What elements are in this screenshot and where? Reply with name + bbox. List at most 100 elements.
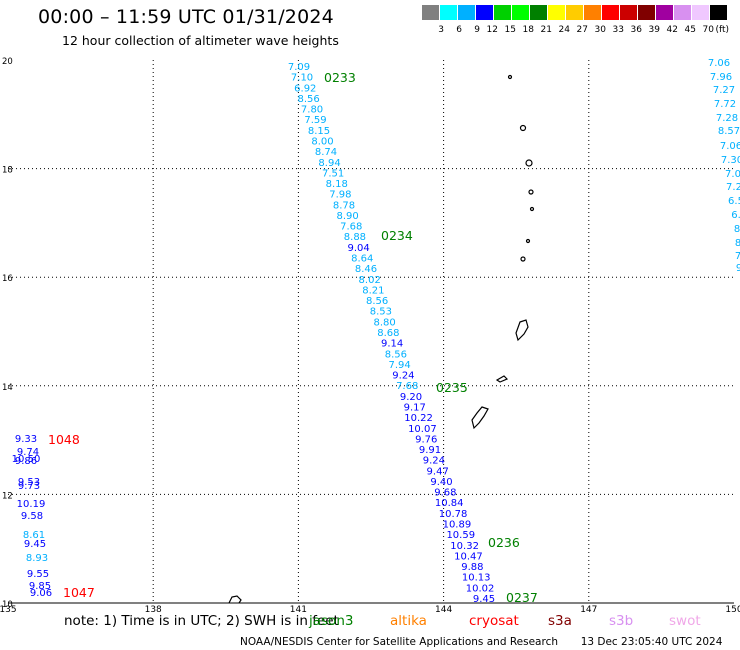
legend-value: 18	[522, 25, 534, 35]
footer-credit: NOAA/NESDIS Center for Satellite Applica…	[240, 636, 722, 648]
wave-reading: 9.14	[381, 339, 403, 350]
island	[528, 189, 534, 195]
wave-reading: 7.72	[714, 99, 736, 110]
satellite-altika: altika	[390, 613, 427, 629]
wave-reading: 8.56	[385, 349, 407, 360]
wave-reading: 6.92	[294, 83, 316, 94]
legend-value: 21	[540, 25, 552, 35]
wave-reading: 8	[734, 224, 740, 235]
legend-value: 30	[594, 25, 606, 35]
wave-reading: 10.19	[17, 499, 46, 510]
wave-reading: 6.5	[728, 196, 740, 207]
legend-swatch	[476, 5, 493, 20]
credit-text: NOAA/NESDIS Center for Satellite Applica…	[240, 636, 558, 648]
wave-reading: 9.68	[434, 488, 456, 499]
wave-reading: 7.0	[725, 169, 740, 180]
wave-reading: 10.32	[450, 541, 479, 552]
wave-reading: 8.02	[359, 275, 381, 286]
wave-reading: 8.46	[355, 264, 377, 275]
island	[525, 238, 531, 244]
wave-reading: 9.06	[30, 588, 52, 599]
wave-reading: 7.59	[304, 115, 326, 126]
legend-swatch	[494, 5, 511, 20]
map-subtitle: 12 hour collection of altimeter wave hei…	[62, 33, 339, 48]
wave-reading: 8.90	[336, 211, 358, 222]
wave-reading: 8.53	[370, 307, 392, 318]
wave-reading: 9.17	[404, 402, 426, 413]
legend-value: 45	[684, 25, 696, 35]
wave-reading: 9.24	[392, 371, 414, 382]
legend-swatch	[422, 5, 439, 20]
wave-reading: 8.74	[315, 147, 337, 158]
wave-reading: 10.22	[404, 413, 433, 424]
legend-value: 70	[702, 25, 714, 35]
satellite-cryosat: cryosat	[469, 613, 519, 629]
wave-reading: 10.07	[408, 424, 437, 435]
lon-label: 150	[725, 605, 740, 615]
wave-reading: 9.85	[29, 581, 51, 592]
wave-reading: 8.18	[326, 179, 348, 190]
legend-value: 15	[504, 25, 516, 35]
island	[525, 159, 533, 167]
wave-reading: 8.93	[26, 553, 48, 564]
wave-reading: 8.61	[23, 530, 45, 541]
legend-swatch	[458, 5, 475, 20]
wave-reading: 10.84	[435, 498, 464, 509]
wave-reading: 9.58	[21, 511, 43, 522]
wave-reading: 7.28	[716, 113, 738, 124]
wave-reading: 9.53	[18, 477, 40, 488]
lat-label: 18	[2, 166, 13, 176]
wave-reading: 8.80	[373, 317, 395, 328]
legend-swatch	[674, 5, 691, 20]
wave-reading: 10.78	[439, 509, 468, 520]
wave-reading: 9.88	[461, 562, 483, 573]
wave-reading: 7.27	[713, 85, 735, 96]
legend-value: 42	[666, 25, 678, 35]
wave-reading: 10.50	[12, 454, 41, 465]
wave-reading: 8.00	[311, 136, 333, 147]
legend-value: 36	[630, 25, 642, 35]
color-legend: 3 6 9 12 15 18 21 24 27 30 33 36 39 42 45 70 (ft)	[422, 5, 729, 35]
wave-reading: 10.13	[462, 573, 491, 584]
wave-reading: 10.02	[466, 583, 495, 594]
pass-time-label: 1048	[48, 432, 80, 447]
wave-reading: 7.68	[396, 381, 418, 392]
wave-reading: 7.06	[708, 58, 730, 69]
wave-reading: 6.	[731, 210, 740, 221]
legend-swatch	[638, 5, 655, 20]
wave-reading: 8.68	[377, 328, 399, 339]
wave-reading: 7.10	[291, 73, 313, 84]
pass-time-label: 0237	[506, 590, 538, 605]
wave-reading: 10.47	[454, 551, 483, 562]
island-saipan	[515, 319, 529, 342]
legend-swatch	[440, 5, 457, 20]
wave-reading: 9.04	[347, 243, 369, 254]
wave-reading: 7.80	[301, 105, 323, 116]
legend-value: 39	[648, 25, 660, 35]
wave-reading: 8.64	[351, 254, 373, 265]
legend-value: 6	[456, 25, 462, 35]
wave-reading: 8.15	[308, 126, 330, 137]
wave-reading: 9.40	[430, 477, 452, 488]
legend-swatch	[566, 5, 583, 20]
wave-reading: 7.30	[721, 155, 740, 166]
lat-label: 12	[2, 491, 13, 501]
wave-reading: 9.45	[24, 539, 46, 550]
lon-label: 144	[435, 605, 452, 615]
legend-swatch	[656, 5, 673, 20]
island	[529, 206, 535, 212]
wave-reading: 9.24	[423, 456, 445, 467]
legend-value: 33	[612, 25, 624, 35]
wave-reading: 8.56	[298, 94, 320, 105]
credit-timestamp: 13 Dec 23:05:40 UTC 2024	[580, 636, 723, 648]
island-rota	[495, 375, 509, 383]
island	[519, 124, 527, 132]
wave-reading: 9.20	[400, 392, 422, 403]
wave-reading: 8.57	[718, 126, 740, 137]
wave-reading: 9	[736, 263, 740, 274]
wave-reading: 8.21	[362, 285, 384, 296]
island-bottom	[228, 595, 242, 604]
wave-reading: 9.86	[15, 456, 37, 467]
wave-reading: 7	[735, 251, 740, 262]
satellite-s3b: s3b	[609, 613, 634, 629]
